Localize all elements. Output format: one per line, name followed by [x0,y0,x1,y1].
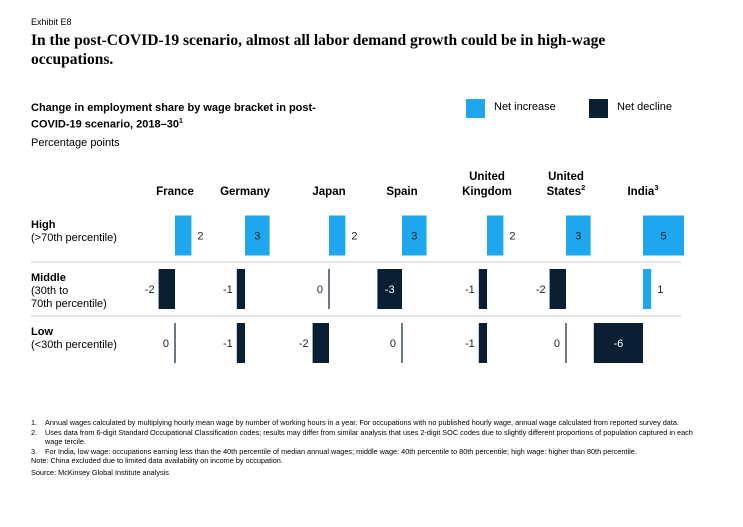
column-header: France [156,186,194,198]
bar-positive [566,215,591,256]
bar-positive [245,215,270,256]
unit-label: Percentage points [31,137,120,149]
chart-subtitle: Change in employment share by wage brack… [31,101,331,132]
source: Source: McKinsey Global Institute analys… [31,467,169,477]
bar-value-label: -6 [614,338,624,350]
note: Note: China excluded due to limited data… [31,456,283,466]
bar-value-label: -1 [223,284,233,296]
column-header: Japan [312,186,345,198]
bar-negative [549,269,566,309]
legend-increase-swatch [466,99,485,118]
bar-value-label: -1 [465,338,475,350]
column-header: India3 [627,183,658,198]
row-sublabel: (>70th percentile) [31,232,117,244]
bar-value-label: 0 [317,284,323,296]
row-labels: High(>70th percentile) Middle(30th to70th… [31,219,117,351]
bar-value-label: 3 [254,231,260,243]
footnote-2: 2. Uses data from 6-digit Standard Occupa… [31,427,693,447]
bar-positive [329,215,346,256]
bar-positive [402,215,427,256]
bar-value-label: -1 [465,284,475,296]
bar-value-label: -2 [299,338,309,350]
legend-decline-label: Net decline [617,101,673,113]
bar-positive [643,215,684,256]
row-label: High [31,219,56,231]
bar-value-label: -1 [223,338,233,350]
bar-value-label: 2 [509,231,515,243]
bar-negative [312,323,329,363]
column-header: Spain [386,186,417,198]
bar-value-label: -2 [536,284,546,296]
bar-value-label: 5 [660,231,666,243]
bar-value-label: 1 [657,284,663,296]
bar-value-label: 2 [197,231,203,243]
row-sublabel: 70th percentile) [31,298,107,310]
bars: 2 3 2 3 2 3 5 -2 -1 0 -3 -1 -2 1 0 -1 -2 0 -1 0 -6 [145,215,684,363]
bar-value-label: 0 [163,338,169,350]
bar-value-label: 0 [554,338,560,350]
row-label: Middle [31,272,66,284]
column-header: Germany [220,186,270,198]
column-header: Kingdom [462,186,512,198]
subtitle-text: Change in employment share by wage brack… [31,102,316,131]
chart-title: In the post-COVID-19 scenario, almost al… [31,32,606,68]
bar-value-label: -3 [385,284,395,296]
bar-negative [377,269,402,309]
bar-value-label: 2 [351,231,357,243]
row-sublabel: (<30th percentile) [31,339,117,351]
bar-value-label: -2 [145,284,155,296]
row-label: Low [31,326,53,338]
column-header-line1: United [469,171,505,183]
bar-negative [236,269,245,309]
footnote-1: 1. Annual wages calculated by multiplying… [31,418,679,427]
bar-positive [643,269,652,309]
wage-bracket-chart: France Germany Japan Spain United Kingdom Unit… [31,171,684,363]
bar-negative [478,323,487,363]
row-sublabel: (30th to [31,285,68,297]
legend-increase-label: Net increase [494,101,556,113]
bar-negative [158,269,175,309]
bar-value-label: 3 [411,231,417,243]
subtitle-footnote-ref: 1 [178,118,183,125]
footnote-3: 3. For India, low wage: occupations earni… [31,446,637,456]
bar-value-label: 3 [575,231,581,243]
column-header: States2 [547,183,586,198]
bar-negative [593,323,643,363]
bar-positive [487,215,504,256]
bar-negative [478,269,487,309]
column-headers: France Germany Japan Spain United Kingdom Unit… [156,171,658,198]
bar-positive [175,215,192,256]
column-header-line1: United [548,171,584,183]
footnotes: 1. Annual wages calculated by multiplying… [31,418,711,478]
exhibit-label: Exhibit E8 [31,17,72,27]
gridlines [31,261,681,317]
bar-negative [236,323,245,363]
legend-decline-swatch [589,99,608,118]
bar-value-label: 0 [390,338,396,350]
